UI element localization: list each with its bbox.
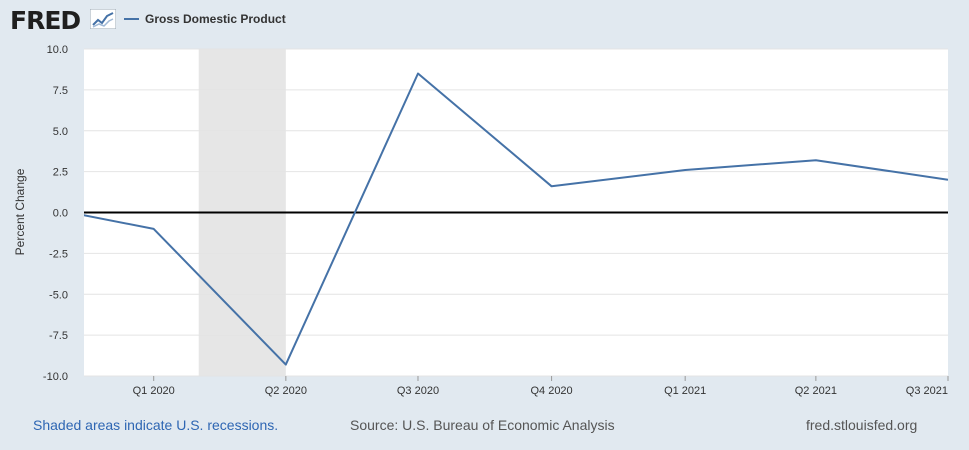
x-tick-label-5: Q2 2021 [795,385,837,397]
line-chart: 10.0 7.5 5.0 2.5 0.0 -2.5 -5.0 -7.5 -10.0 Q1 202… [13,44,951,397]
fred-logo[interactable]: FRED [10,6,81,35]
x-tick-label-3: Q4 2020 [530,385,572,397]
y-axis-label: Percent Change [13,168,27,255]
data-point-7[interactable] [945,177,951,183]
y-tick-label-6: -5.0 [49,289,68,301]
trend-line-icon [90,9,116,29]
y-axis-ticks: 10.0 7.5 5.0 2.5 0.0 -2.5 -5.0 -7.5 -10.0 [43,44,68,383]
series-line-0[interactable] [20,72,948,366]
data-point-2[interactable] [283,362,289,368]
legend-swatch [124,18,139,20]
y-tick-label-7: -7.5 [49,330,68,342]
y-tick-label-0: 10.0 [47,44,68,56]
data-point-6[interactable] [813,157,819,163]
data-point-4[interactable] [549,183,555,189]
recession-note-link[interactable]: Shaded areas indicate U.S. recessions. [33,417,279,433]
data-point-5[interactable] [682,167,688,173]
legend[interactable]: Gross Domestic Product [124,12,286,26]
x-tick-label-1: Q2 2020 [265,385,307,397]
source-note: Source: U.S. Bureau of Economic Analysis [350,417,615,433]
y-tick-label-3: 2.5 [53,167,68,179]
fred-site-link[interactable]: fred.stlouisfed.org [806,417,918,433]
legend-label: Gross Domestic Product [145,12,286,26]
chart-footer: Shaded areas indicate U.S. recessions. S… [0,414,969,438]
y-tick-label-1: 7.5 [53,85,68,97]
data-point-1[interactable] [151,226,157,232]
y-tick-label-5: -2.5 [49,248,68,260]
chart-header: FRED Gross Domestic Product [0,0,969,40]
x-tick-label-2: Q3 2020 [397,385,439,397]
y-tick-label-2: 5.0 [53,126,68,138]
data-point-3[interactable] [415,71,421,77]
x-tick-label-6: Q3 2021 [906,385,948,397]
x-tick-label-4: Q1 2021 [664,385,706,397]
x-tick-label-0: Q1 2020 [133,385,175,397]
y-tick-label-8: -10.0 [43,371,68,383]
x-axis-ticks: Q1 2020 Q2 2020 Q3 2020 Q4 2020 Q1 2021 Q2 20… [133,376,949,397]
series-layer [20,71,951,368]
grid-lines [84,48,948,377]
y-tick-label-4: 0.0 [53,208,68,220]
